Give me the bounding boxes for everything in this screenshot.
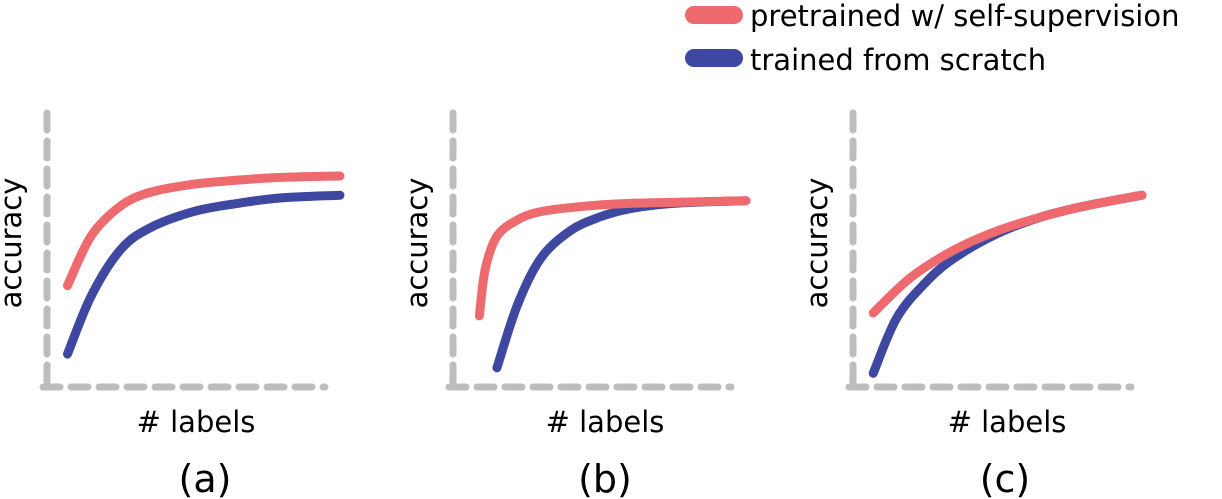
series-line-scratch [492, 196, 751, 373]
panel-b: accuracy # labels (b) [400, 109, 751, 499]
panel-label: (c) [980, 457, 1031, 499]
series-line-pretrained [868, 190, 1147, 318]
legend: pretrained w/ self-supervision trained f… [685, 0, 1179, 77]
panel-label: (a) [179, 457, 232, 499]
series-line-scratch [63, 190, 345, 359]
x-axis-label: # labels [948, 405, 1067, 439]
panel-label: (b) [578, 457, 632, 499]
y-axis-label: accuracy [0, 178, 28, 309]
y-axis-label: accuracy [800, 178, 834, 309]
panel-a: accuracy # labels (a) [0, 109, 345, 499]
x-axis-label: # labels [137, 405, 256, 439]
series-line-scratch [868, 190, 1147, 378]
y-axis-label: accuracy [400, 178, 434, 309]
x-axis-label: # labels [546, 405, 665, 439]
series-line-pretrained [474, 196, 751, 321]
panel-c: accuracy # labels (c) [800, 109, 1147, 499]
series-line-pretrained [63, 171, 345, 291]
legend-label-pretrained: pretrained w/ self-supervision [750, 0, 1179, 33]
legend-label-scratch: trained from scratch [750, 43, 1046, 77]
